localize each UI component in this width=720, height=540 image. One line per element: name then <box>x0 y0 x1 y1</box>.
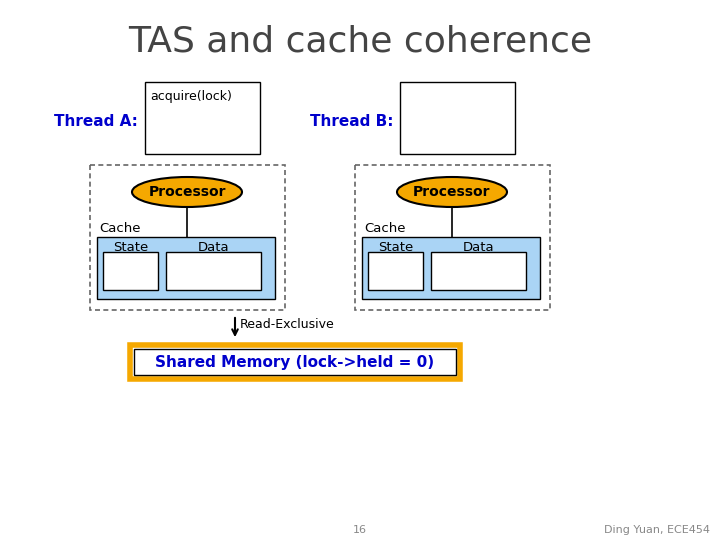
FancyBboxPatch shape <box>145 82 260 154</box>
FancyBboxPatch shape <box>97 237 275 299</box>
FancyBboxPatch shape <box>134 349 456 375</box>
Text: Data: Data <box>198 241 229 254</box>
Text: Shared Memory (lock->held = 0): Shared Memory (lock->held = 0) <box>156 354 435 369</box>
Ellipse shape <box>132 177 242 207</box>
FancyBboxPatch shape <box>355 165 550 310</box>
FancyBboxPatch shape <box>130 345 460 379</box>
FancyBboxPatch shape <box>368 252 423 290</box>
FancyBboxPatch shape <box>431 252 526 290</box>
Text: Ding Yuan, ECE454: Ding Yuan, ECE454 <box>604 525 710 535</box>
Text: State: State <box>378 241 413 254</box>
Text: Thread B:: Thread B: <box>310 114 393 130</box>
Text: acquire(lock): acquire(lock) <box>150 90 232 103</box>
Text: Thread A:: Thread A: <box>54 114 138 130</box>
Text: 16: 16 <box>353 525 367 535</box>
Text: Cache: Cache <box>364 222 405 235</box>
Ellipse shape <box>397 177 507 207</box>
Text: Processor: Processor <box>148 185 226 199</box>
FancyBboxPatch shape <box>103 252 158 290</box>
Text: Data: Data <box>463 241 495 254</box>
Text: TAS and cache coherence: TAS and cache coherence <box>128 25 592 59</box>
FancyBboxPatch shape <box>362 237 540 299</box>
FancyBboxPatch shape <box>90 165 285 310</box>
Text: State: State <box>113 241 148 254</box>
Text: Cache: Cache <box>99 222 140 235</box>
FancyBboxPatch shape <box>400 82 515 154</box>
Text: Processor: Processor <box>413 185 491 199</box>
FancyBboxPatch shape <box>166 252 261 290</box>
Text: Read-Exclusive: Read-Exclusive <box>240 318 335 331</box>
